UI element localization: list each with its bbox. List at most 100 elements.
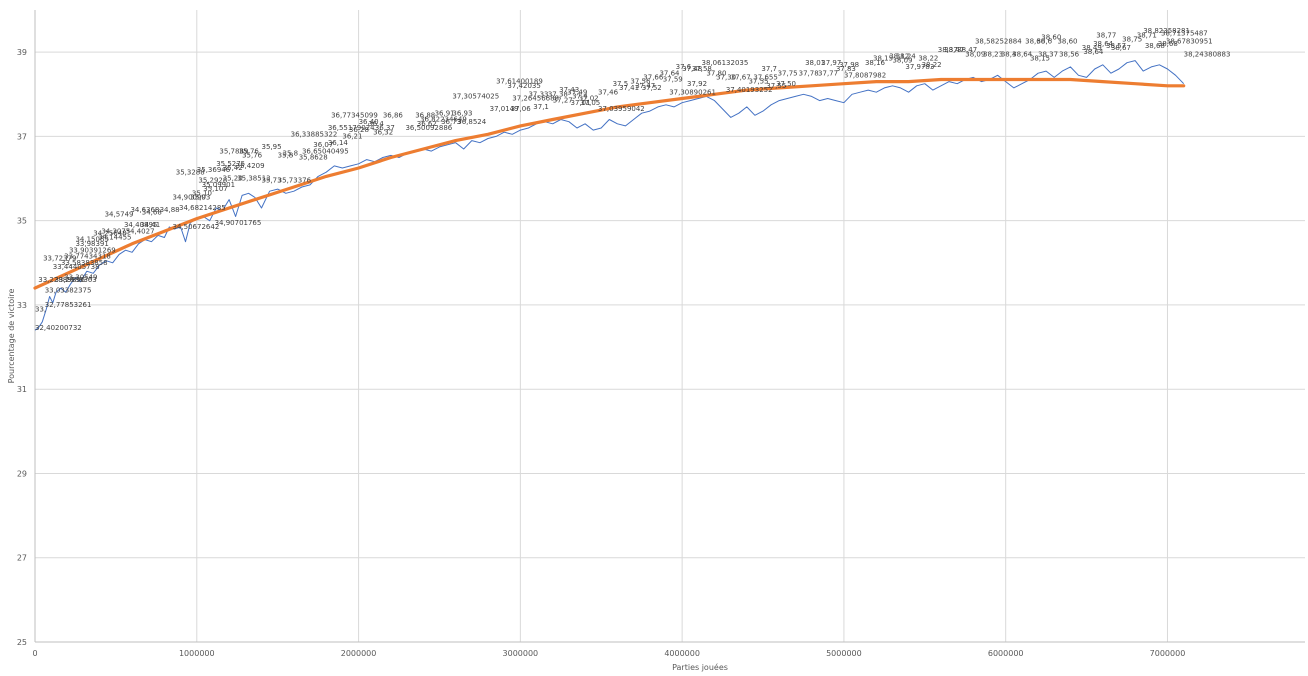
data-label: 38,24380883: [1184, 50, 1231, 58]
data-label: 36,91: [435, 109, 455, 117]
data-label: 37,75: [778, 69, 798, 77]
data-label: 34,25648: [93, 229, 126, 237]
y-tick-labels: 25 27 29 31 33 35 37 39: [17, 48, 27, 647]
data-label: 34,3075: [101, 227, 130, 235]
data-label: 38,71375487: [1161, 29, 1208, 37]
data-label: 36,86: [383, 111, 404, 119]
data-label: 37,27: [553, 97, 573, 105]
data-label: 33,03382375: [45, 286, 92, 294]
data-label: 37,655: [753, 74, 778, 82]
data-label: 37,92: [687, 80, 707, 88]
data-label: 36,14: [328, 139, 349, 147]
data-label: 38,68: [1145, 42, 1165, 50]
x-tick-label: 3000000: [503, 649, 539, 658]
data-label: 34,90099: [173, 194, 206, 202]
data-label: 38,77: [1096, 31, 1116, 39]
data-label: 36,55179024: [328, 124, 375, 132]
data-label: 38,56: [1059, 50, 1080, 58]
data-label: 37,7: [761, 65, 777, 73]
y-tick-label: 37: [17, 132, 27, 141]
data-label: 37,98: [839, 61, 859, 69]
data-label: 38,82358281: [1143, 27, 1190, 35]
x-tick-label: 5000000: [826, 649, 862, 658]
data-label: 33,90391269: [69, 246, 116, 254]
data-label: 37,48: [682, 65, 702, 73]
data-label: 37,26456688: [512, 95, 559, 103]
data-label: 37,56: [630, 78, 651, 86]
data-label: 37,9783: [905, 63, 934, 71]
data-label: 35,20: [223, 175, 243, 183]
data-label: 36,07: [313, 141, 333, 149]
data-label: 36,77345099: [331, 111, 378, 119]
data-label: 38,57: [1106, 42, 1126, 50]
x-tick-label: 0: [32, 649, 37, 658]
data-label: 38,37: [1038, 50, 1058, 58]
trend-series-line: [33, 77, 1186, 290]
data-label: 37,52: [642, 84, 662, 92]
data-label: 37,97: [821, 59, 841, 67]
data-label: 37,01: [571, 99, 591, 107]
data-label: 34,4027: [126, 227, 155, 235]
y-tick-label: 27: [17, 554, 27, 563]
data-label: 35,76: [239, 147, 260, 155]
data-label: 37,30890261: [669, 88, 716, 96]
series-lines: [33, 60, 1186, 331]
data-label: 37,61400189: [496, 78, 543, 86]
data-label: 36,21: [342, 133, 362, 141]
data-label: 38,16: [865, 59, 886, 67]
data-label: 37,05: [580, 99, 600, 107]
data-label: 34,68214285: [179, 204, 226, 212]
data-label: 38,09: [892, 57, 912, 65]
y-tick-label: 31: [17, 385, 27, 394]
data-label: 34,15063: [75, 236, 108, 244]
data-label: 35,73376: [278, 177, 312, 185]
x-axis-title: Parties jouées: [672, 662, 728, 672]
data-label: 38,68: [1158, 40, 1178, 48]
data-label: 38,37: [938, 46, 958, 54]
gridlines: [35, 10, 1305, 642]
data-label: 32,40200732: [35, 324, 82, 332]
data-label: 38,58252884: [975, 38, 1022, 46]
data-label: 36,40: [359, 118, 379, 126]
data-label: 38,64: [1012, 50, 1033, 58]
data-label: 38,67830951: [1166, 38, 1213, 46]
data-label: 38,47: [944, 46, 964, 54]
data-label: 35,09901: [202, 181, 235, 189]
data-label: 37,43: [559, 86, 579, 94]
y-tick-label: 33: [17, 301, 27, 310]
data-label: 36,32: [373, 128, 393, 136]
axes: [34, 10, 1305, 643]
data-label: 38,6: [1036, 38, 1052, 46]
data-labels: 32,40200732 33,32,77853261 33,03382375 33,2…: [35, 27, 1230, 332]
data-label: 38,12: [889, 52, 909, 60]
data-label: 38,71: [1137, 31, 1157, 39]
data-label: 38,01: [805, 59, 825, 67]
data-label: 37,0149: [490, 105, 519, 113]
data-label: 38,4: [1001, 50, 1017, 58]
data-label: 37,78: [799, 69, 819, 77]
data-label: 38,15: [873, 55, 893, 63]
data-label: 35,3288: [176, 168, 205, 176]
data-label: 36,65040495: [302, 147, 349, 155]
data-label: 34,41: [140, 221, 160, 229]
data-label: 35,36946: [197, 166, 231, 174]
data-label: 35,10: [192, 189, 212, 197]
data-label: 36,82234649: [420, 116, 467, 124]
data-label: 36,88: [415, 111, 435, 119]
data-label: 37,6: [676, 63, 692, 71]
x-tick-label: 1000000: [179, 649, 215, 658]
data-label: 37,59: [663, 76, 683, 84]
data-label: 38,49: [1082, 44, 1102, 52]
data-label: 35,8628: [299, 154, 328, 162]
data-label: 37,1: [533, 103, 549, 111]
data-label: 36,33885322: [291, 130, 338, 138]
data-label: 37,02: [579, 95, 599, 103]
data-label: 38,60: [1041, 33, 1061, 41]
data-label: 37,50: [776, 80, 796, 88]
y-tick-label: 39: [17, 48, 27, 57]
data-label: 38,22: [922, 61, 942, 69]
data-label: 37,77: [818, 69, 838, 77]
data-label: 33,72379: [43, 255, 76, 263]
data-label: 38,23: [983, 50, 1003, 58]
data-label: 36,73: [441, 118, 461, 126]
